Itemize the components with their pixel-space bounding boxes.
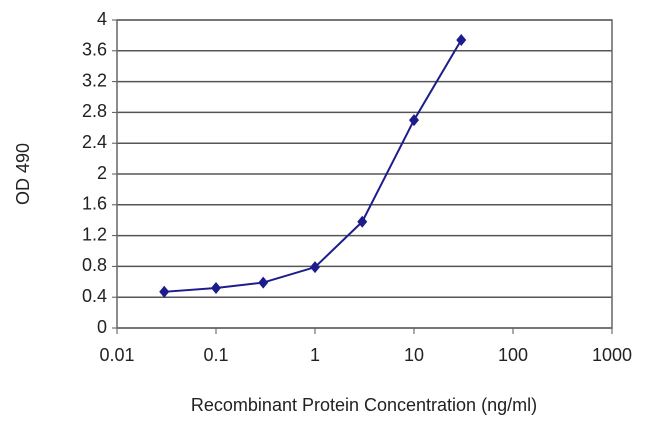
x-tick-label: 1 <box>310 345 320 365</box>
data-point <box>409 114 419 127</box>
plot-frame <box>116 19 613 329</box>
data-point <box>258 276 269 289</box>
data-point <box>310 261 320 274</box>
y-tick-label: 2.8 <box>82 101 107 121</box>
y-tick-label: 0.8 <box>82 255 107 275</box>
y-tick-label: 4 <box>97 9 107 29</box>
data-point <box>211 281 221 294</box>
data-point <box>456 34 467 47</box>
y-tick-label: 1.6 <box>82 194 107 214</box>
x-axis-label: Recombinant Protein Concentration (ng/ml… <box>191 395 537 415</box>
y-tick-label: 3.2 <box>82 70 107 90</box>
y-tick-label: 2 <box>97 163 107 183</box>
data-line <box>164 39 463 293</box>
y-tick-label: 0.4 <box>82 286 107 306</box>
x-tick-label: 10 <box>404 345 424 365</box>
x-tick-label: 0.01 <box>99 345 134 365</box>
x-tick-label: 1000 <box>592 345 632 365</box>
y-axis-label: OD 490 <box>13 143 33 205</box>
x-tick-label: 100 <box>498 345 528 365</box>
data-point <box>159 285 170 298</box>
y-tick-label: 2.4 <box>82 132 107 152</box>
y-tick-label: 3.6 <box>82 40 107 60</box>
x-tick-label: 0.1 <box>203 345 228 365</box>
y-tick-label: 1.2 <box>82 224 107 244</box>
y-tick-label: 0 <box>97 317 107 337</box>
data-point <box>357 215 368 228</box>
